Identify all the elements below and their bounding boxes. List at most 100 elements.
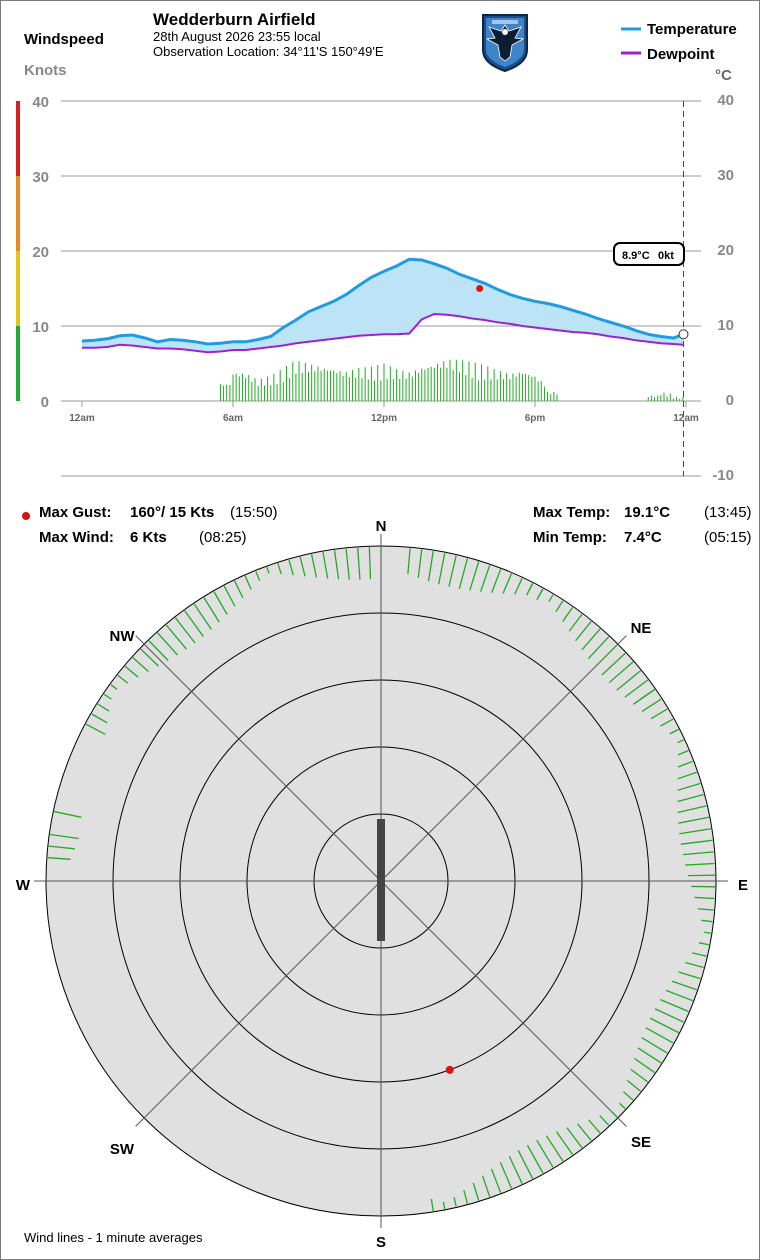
left-axis-tick: 20 <box>32 244 49 261</box>
current-readout-frame <box>613 242 685 266</box>
wind-line <box>132 657 149 673</box>
wind-line <box>623 1091 634 1101</box>
max-gust-rose-point <box>445 1065 454 1074</box>
left-axis-tick: 40 <box>32 94 49 111</box>
wind-line <box>701 919 713 923</box>
max-gust-value: 160°/ 15 Kts <box>130 504 215 521</box>
max-temp-label: Max Temp: <box>533 504 611 521</box>
min-temp-value: 7.4°C <box>624 529 662 546</box>
wind-line <box>97 703 110 712</box>
wind-line <box>213 591 228 615</box>
wind-line <box>407 548 411 575</box>
wind-line <box>555 1131 574 1155</box>
wind-line <box>85 723 106 735</box>
wind-line <box>472 1182 480 1201</box>
max-temp-value: 19.1°C <box>624 504 671 521</box>
wind-line <box>566 1127 583 1149</box>
wind-line <box>47 857 71 860</box>
compass-label-sw: SW <box>110 1141 135 1158</box>
windspeed-scale-band-0 <box>16 326 20 401</box>
wind-line <box>577 1123 592 1141</box>
wind-line <box>184 610 204 637</box>
right-axis-tick: 40 <box>717 92 734 109</box>
current-wind-readout: 0kt <box>658 250 674 262</box>
wind-line <box>677 771 698 780</box>
wind-line <box>345 548 350 580</box>
wind-line <box>698 942 709 946</box>
wind-line <box>310 554 318 578</box>
wind-line <box>637 1047 662 1064</box>
compass-label-w: W <box>16 877 31 894</box>
wind-line <box>626 1079 641 1092</box>
wind-line <box>685 862 715 866</box>
wind-line <box>442 1201 446 1209</box>
wind-line <box>438 553 446 585</box>
wind-rose: N NE E SE S SW W NW <box>16 518 748 1251</box>
wind-line <box>649 1017 679 1034</box>
wind-line <box>677 760 694 768</box>
max-temp-time: (13:45) <box>704 504 752 521</box>
wind-line <box>692 952 707 957</box>
left-axis-tick: 30 <box>32 169 49 186</box>
current-readout-box: 8.9°C 0kt <box>613 242 685 266</box>
wind-line <box>608 661 634 684</box>
wind-line <box>594 644 618 668</box>
wind-line <box>502 573 513 594</box>
wind-line <box>680 839 713 845</box>
legend-dewpoint-label: Dewpoint <box>647 46 715 63</box>
dewpoint-line <box>82 312 684 354</box>
wind-line <box>587 636 610 660</box>
wind-line <box>568 613 583 632</box>
wind-line <box>581 628 601 651</box>
celsius-axis-unit: °C <box>715 67 732 84</box>
wind-line <box>659 998 689 1013</box>
wind-line <box>244 575 252 590</box>
wind-line <box>599 1115 610 1126</box>
wind-lines-note: Wind lines - 1 minute averages <box>24 1230 203 1245</box>
wind-line <box>548 594 554 603</box>
wind-line <box>669 728 679 735</box>
wind-line <box>677 782 701 791</box>
wind-line <box>233 580 244 599</box>
wind-line <box>624 679 649 698</box>
wind-line <box>645 1027 674 1044</box>
wind-line <box>117 674 129 684</box>
wind-line <box>677 739 684 744</box>
wind-line <box>469 561 480 591</box>
temperature-wind-chart: 0 10 20 30 40 -10 0 10 20 30 40 12am 6am 12pm 6pm 12am 8… <box>16 92 734 484</box>
wind-line <box>562 607 574 622</box>
wind-line <box>704 931 711 934</box>
wind-line <box>654 1008 684 1023</box>
right-axis-tick: 10 <box>717 317 734 334</box>
wind-line <box>677 749 689 756</box>
max-gust-label: Max Gust: <box>39 504 112 521</box>
wind-line <box>508 1155 523 1184</box>
wind-line <box>110 684 118 690</box>
wind-line <box>193 603 212 630</box>
wind-line <box>633 1057 655 1074</box>
wind-line <box>288 559 294 576</box>
wind-line <box>299 556 306 577</box>
wind-line <box>430 1199 434 1211</box>
observation-date: 28th August 2026 23:55 local <box>153 29 321 44</box>
wind-line <box>538 588 544 597</box>
right-axis-tick: 0 <box>726 392 734 409</box>
wind-line <box>203 597 220 623</box>
wind-line <box>165 624 187 650</box>
wind-line <box>174 617 196 644</box>
max-gust-marker-icon <box>22 512 30 520</box>
wind-line <box>48 845 75 850</box>
temperature-line <box>81 257 685 346</box>
x-axis-tick-label: 12pm <box>371 413 397 424</box>
current-wind-indicator <box>377 819 385 941</box>
wind-line <box>601 652 626 676</box>
wind-line <box>322 551 329 579</box>
wind-line <box>140 648 159 667</box>
wind-line <box>223 585 236 607</box>
left-axis-tick: 10 <box>32 319 49 336</box>
current-temp-point <box>678 329 689 340</box>
current-temp-readout: 8.9°C <box>622 250 650 262</box>
wind-line <box>517 1150 534 1179</box>
wind-line <box>333 550 340 580</box>
